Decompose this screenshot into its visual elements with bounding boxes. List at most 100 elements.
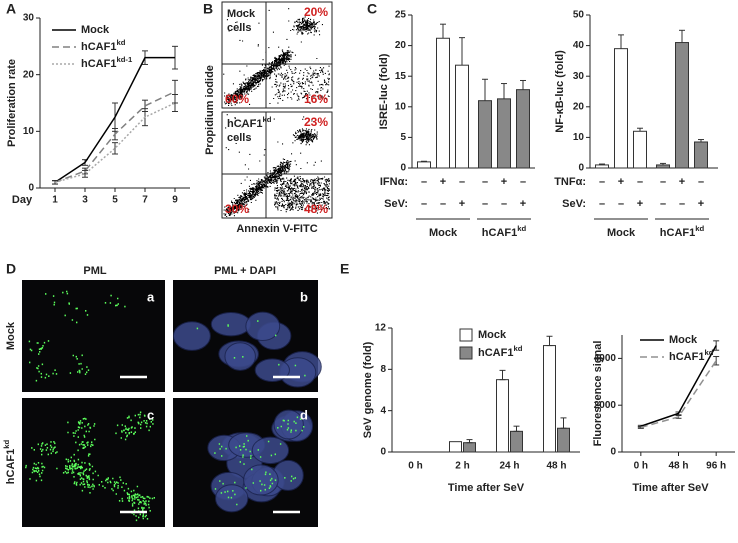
- legend-label: Mock: [669, 334, 698, 346]
- y-axis-label: NF-κB-luc (fold): [554, 50, 566, 133]
- row-sign: –: [440, 198, 446, 210]
- panel-label: A: [6, 1, 16, 17]
- series-line: [640, 360, 717, 429]
- x-tick-label: 48 h: [668, 461, 688, 472]
- row-sign: –: [618, 198, 624, 210]
- y-tick-label: 50: [573, 10, 585, 21]
- panel-label: B: [203, 1, 213, 17]
- nucleus: [245, 311, 281, 341]
- plot-label: cells: [227, 132, 251, 144]
- group-label: hCAF1kd: [660, 224, 705, 239]
- y-tick-label: 30: [573, 71, 585, 82]
- bar: [417, 161, 431, 169]
- bar: [463, 442, 476, 453]
- row-sign: –: [421, 198, 427, 210]
- error-bar: [112, 142, 118, 155]
- quadrant-percent: 20%: [304, 5, 328, 19]
- y-tick-label: 20: [395, 40, 407, 51]
- error-bar: [599, 163, 605, 165]
- error-bar: [499, 369, 506, 381]
- bar: [633, 130, 647, 169]
- y-tick-label: 5: [400, 132, 406, 143]
- x-tick-label: 0 h: [408, 461, 422, 472]
- legend-label-base: hCAF1: [478, 347, 513, 359]
- x-tick-label: 7: [142, 195, 148, 206]
- y-tick-label: 12: [375, 323, 387, 334]
- quadrant-percent: 23%: [304, 115, 328, 129]
- quadrant-percent: 30%: [225, 202, 249, 216]
- row-sign: –: [482, 176, 488, 188]
- bar: [455, 64, 469, 169]
- panel-label: E: [340, 261, 349, 277]
- legend-label: Mock: [81, 24, 110, 36]
- y-tick-label: 20: [23, 69, 35, 80]
- pml-foci: [196, 320, 306, 377]
- nucleus: [224, 342, 256, 371]
- bar: [496, 379, 509, 453]
- micrograph: [22, 280, 165, 392]
- x-axis-label: Time after SeV: [448, 482, 525, 494]
- row-sign: –: [421, 176, 427, 188]
- series-line: [54, 56, 175, 183]
- y-tick-label: 20: [573, 101, 585, 112]
- error-bar: [52, 180, 58, 185]
- row-sign: –: [637, 176, 643, 188]
- pml-foci: [28, 290, 126, 382]
- bar: [543, 345, 556, 453]
- row-label-sup: kd: [2, 439, 11, 448]
- row-sign: –: [698, 176, 704, 188]
- bar: [478, 100, 492, 169]
- flow-events: [223, 8, 330, 107]
- plot-label-sup: kd: [262, 115, 271, 124]
- bar: [595, 164, 609, 169]
- error-bar: [660, 162, 666, 165]
- group-label-sup: kd: [695, 224, 704, 233]
- row-sign: +: [459, 198, 465, 210]
- y-tick-label: 0: [28, 183, 34, 194]
- legend-swatch: [459, 346, 473, 360]
- y-tick-label: 30: [23, 13, 35, 24]
- error-bar: [172, 94, 178, 112]
- row-sign: +: [679, 176, 685, 188]
- image-letter: b: [300, 289, 308, 304]
- pml-foci: [214, 416, 305, 506]
- bar: [436, 37, 450, 169]
- row-sign: –: [660, 198, 666, 210]
- row-label: TNFα:: [554, 176, 586, 188]
- row-sign: –: [501, 198, 507, 210]
- group-label-sup: kd: [517, 224, 526, 233]
- panel-label: C: [367, 1, 377, 17]
- bar: [516, 89, 530, 169]
- y-tick-label: 0: [578, 163, 584, 174]
- x-tick-label: 5: [112, 195, 118, 206]
- row-sign: –: [660, 176, 666, 188]
- row-label: SeV:: [562, 198, 586, 210]
- flow-events: [223, 114, 331, 218]
- plot-label-base: hCAF1: [227, 118, 262, 130]
- legend-label-base: hCAF1: [669, 351, 704, 363]
- error-bar: [513, 425, 520, 432]
- legend-label-sup: kd: [513, 344, 522, 353]
- x-tick-label: 48 h: [546, 461, 566, 472]
- x-axis-label: Annexin V-FITC: [236, 223, 317, 235]
- x-axis-label: Time after SeV: [632, 482, 709, 494]
- quadrant-percent: 60%: [225, 92, 249, 106]
- group-label: hCAF1kd: [482, 224, 527, 239]
- legend-label-base: hCAF1: [81, 41, 116, 53]
- legend-swatch: [459, 328, 473, 342]
- series-line: [640, 345, 717, 427]
- column-label: PML + DAPI: [214, 265, 276, 277]
- row-sign: –: [599, 198, 605, 210]
- y-tick-label: 40: [573, 40, 585, 51]
- row-sign: +: [698, 198, 704, 210]
- y-tick-label: 10: [573, 132, 585, 143]
- image-letter: a: [147, 289, 155, 304]
- group-label: Mock: [429, 227, 458, 239]
- row-sign: +: [637, 198, 643, 210]
- row-label: IFNα:: [380, 176, 408, 188]
- error-bar: [440, 23, 446, 39]
- row-label: Mock: [5, 321, 17, 350]
- legend-label-sup: kd: [116, 38, 125, 47]
- error-bar: [698, 139, 704, 142]
- x-tick-label: 9: [172, 195, 178, 206]
